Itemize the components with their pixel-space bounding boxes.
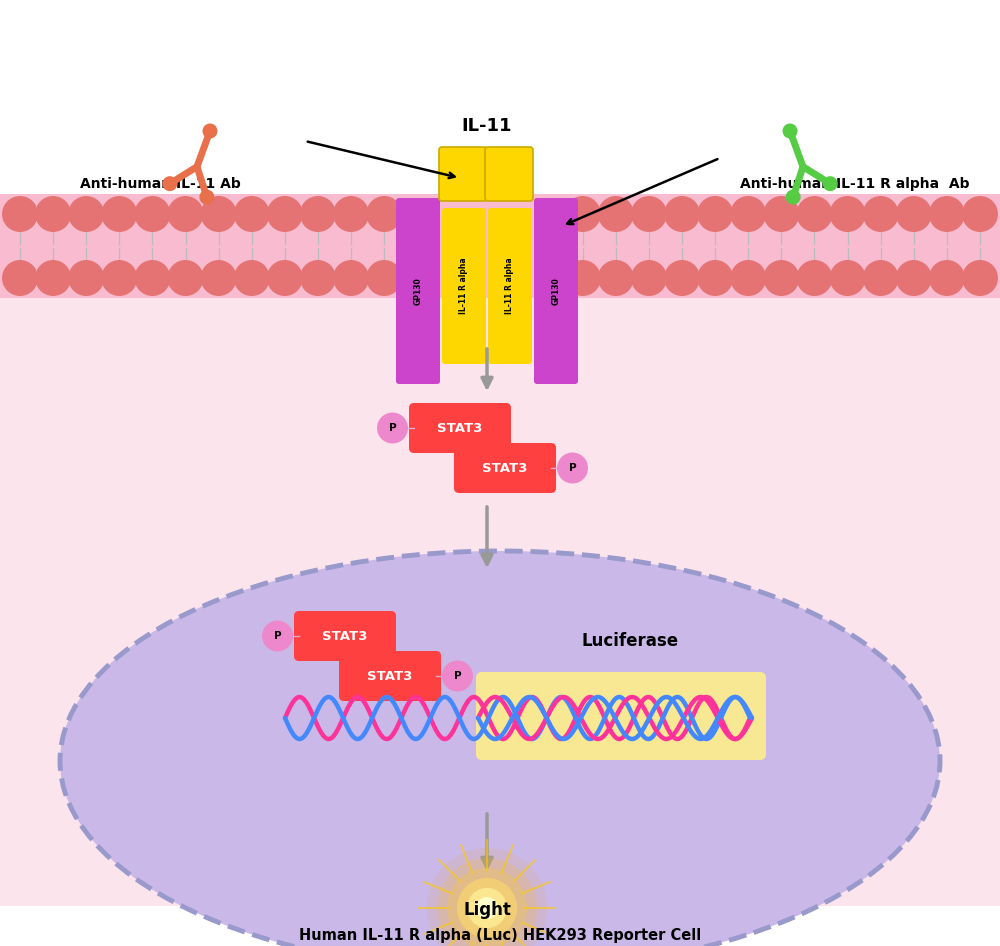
Text: Light: Light [463, 901, 511, 919]
Circle shape [730, 196, 766, 232]
Text: P: P [274, 631, 281, 641]
Text: GP130: GP130 [414, 277, 422, 305]
Circle shape [437, 858, 537, 946]
Circle shape [664, 196, 700, 232]
Circle shape [168, 260, 204, 296]
Circle shape [476, 897, 498, 919]
Bar [0, 194, 1000, 298]
Circle shape [697, 260, 733, 296]
Circle shape [234, 196, 270, 232]
Text: STAT3: STAT3 [322, 629, 368, 642]
Circle shape [830, 260, 866, 296]
Text: IL-11 R alpha: IL-11 R alpha [505, 257, 514, 314]
Text: STAT3: STAT3 [367, 670, 413, 682]
Circle shape [234, 260, 270, 296]
Text: IL-11: IL-11 [462, 117, 512, 135]
Circle shape [929, 196, 965, 232]
Circle shape [300, 260, 336, 296]
Text: Luciferase: Luciferase [581, 632, 679, 650]
FancyBboxPatch shape [534, 198, 578, 384]
Text: STAT3: STAT3 [482, 462, 528, 475]
Text: IL-11 R alpha: IL-11 R alpha [459, 257, 468, 314]
Circle shape [962, 196, 998, 232]
Text: P: P [569, 463, 576, 473]
Circle shape [2, 196, 38, 232]
Circle shape [786, 189, 801, 204]
Text: Anti-human IL-11 R alpha  Ab: Anti-human IL-11 R alpha Ab [740, 177, 970, 191]
Circle shape [565, 260, 601, 296]
Circle shape [598, 196, 634, 232]
Circle shape [199, 189, 214, 204]
FancyBboxPatch shape [488, 208, 532, 364]
Circle shape [427, 848, 547, 946]
FancyBboxPatch shape [294, 611, 396, 661]
Circle shape [631, 196, 667, 232]
Circle shape [35, 260, 71, 296]
Circle shape [333, 196, 369, 232]
Circle shape [134, 260, 170, 296]
Circle shape [267, 260, 303, 296]
Circle shape [730, 260, 766, 296]
Circle shape [557, 452, 588, 483]
Circle shape [796, 260, 832, 296]
Circle shape [457, 878, 517, 938]
Circle shape [896, 260, 932, 296]
Circle shape [863, 196, 899, 232]
Circle shape [697, 196, 733, 232]
Circle shape [763, 260, 799, 296]
Circle shape [168, 196, 204, 232]
FancyBboxPatch shape [485, 147, 533, 201]
Circle shape [2, 260, 38, 296]
Circle shape [631, 260, 667, 296]
FancyBboxPatch shape [476, 672, 766, 760]
Text: Human IL-11 R alpha (Luc) HEK293 Reporter Cell: Human IL-11 R alpha (Luc) HEK293 Reporte… [299, 928, 701, 943]
Circle shape [366, 196, 402, 232]
Circle shape [201, 196, 237, 232]
Circle shape [863, 260, 899, 296]
Circle shape [134, 196, 170, 232]
Circle shape [782, 124, 798, 138]
Circle shape [823, 176, 838, 191]
Circle shape [262, 621, 293, 652]
Circle shape [201, 260, 237, 296]
Circle shape [447, 868, 527, 946]
Circle shape [896, 196, 932, 232]
Text: Anti-human IL-11 Ab: Anti-human IL-11 Ab [80, 177, 240, 191]
Circle shape [467, 888, 507, 928]
FancyBboxPatch shape [454, 443, 556, 493]
Text: STAT3: STAT3 [437, 422, 483, 434]
Circle shape [598, 260, 634, 296]
Circle shape [68, 260, 104, 296]
Circle shape [101, 196, 137, 232]
FancyBboxPatch shape [439, 147, 487, 201]
Circle shape [366, 260, 402, 296]
Circle shape [35, 196, 71, 232]
Text: P: P [454, 671, 461, 681]
Circle shape [442, 660, 473, 692]
Text: GP130: GP130 [552, 277, 560, 305]
Circle shape [202, 124, 218, 138]
FancyBboxPatch shape [442, 208, 486, 364]
Circle shape [377, 412, 408, 444]
FancyBboxPatch shape [409, 403, 511, 453]
Circle shape [68, 196, 104, 232]
Circle shape [664, 260, 700, 296]
Circle shape [830, 196, 866, 232]
Circle shape [162, 176, 177, 191]
Circle shape [333, 260, 369, 296]
Circle shape [565, 196, 601, 232]
Bar [0, 0, 1000, 326]
Circle shape [267, 196, 303, 232]
Bar [0, 256, 1000, 906]
Circle shape [300, 196, 336, 232]
Circle shape [929, 260, 965, 296]
Circle shape [796, 196, 832, 232]
Text: P: P [389, 423, 396, 433]
Ellipse shape [60, 551, 940, 946]
FancyBboxPatch shape [339, 651, 441, 701]
Circle shape [962, 260, 998, 296]
Circle shape [101, 260, 137, 296]
Circle shape [763, 196, 799, 232]
FancyBboxPatch shape [396, 198, 440, 384]
